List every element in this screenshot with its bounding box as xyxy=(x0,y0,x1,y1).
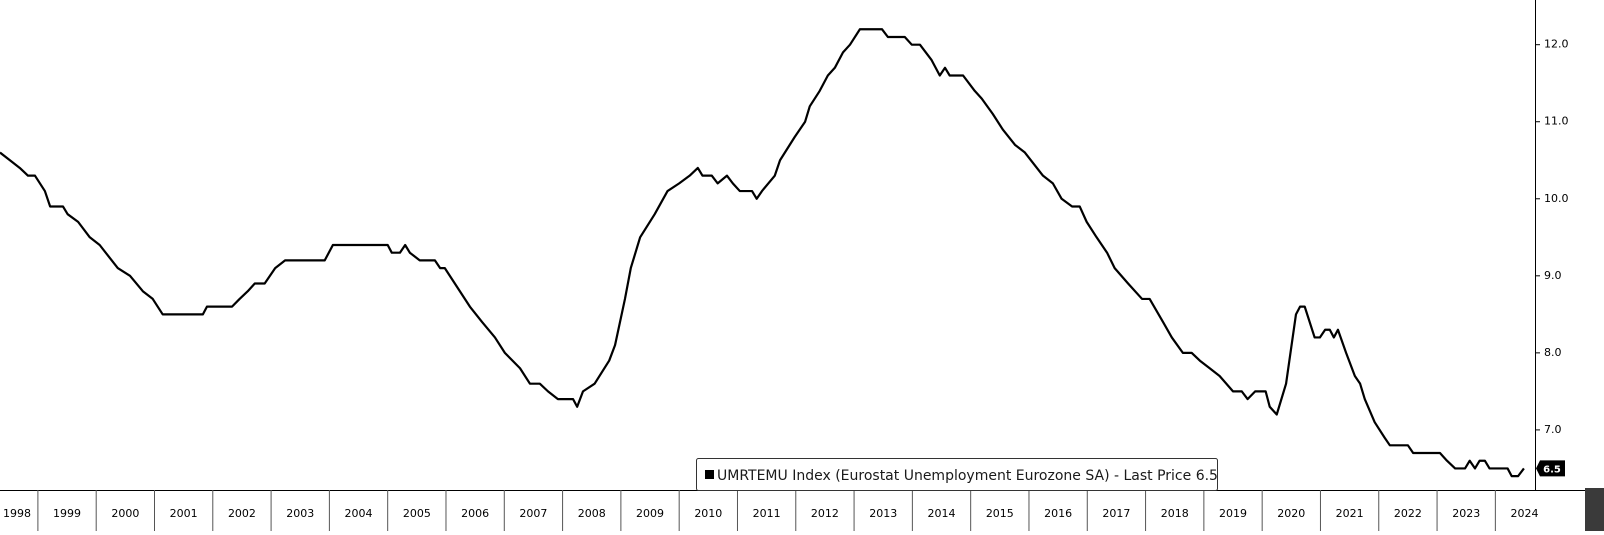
data-line xyxy=(0,28,1525,478)
y-tick-label: 12.0 xyxy=(1544,38,1569,51)
chart-button[interactable] xyxy=(1585,488,1604,531)
legend-box xyxy=(696,458,1218,491)
x-tick-label: 2006 xyxy=(461,507,489,520)
x-tick-label: 2017 xyxy=(1102,507,1130,520)
x-tick-label: 2021 xyxy=(1336,507,1364,520)
y-tick-label: 9.0 xyxy=(1544,269,1562,282)
legend: UMRTEMU Index (Eurostat Unemployment Eur… xyxy=(696,458,1218,491)
last-price-label: 6.5 xyxy=(1543,464,1561,475)
x-tick-label: 2007 xyxy=(519,507,547,520)
x-tick-label: 2013 xyxy=(869,507,897,520)
last-price-tag xyxy=(1536,460,1565,477)
x-tick-label: 2008 xyxy=(578,507,606,520)
x-tick-label: 1999 xyxy=(53,507,81,520)
x-tick-label: 2016 xyxy=(1044,507,1072,520)
x-tick-label: 2018 xyxy=(1161,507,1189,520)
x-tick-label: 2022 xyxy=(1394,507,1422,520)
x-tick-label: 1998 xyxy=(3,507,31,520)
y-tick-label: 11.0 xyxy=(1544,115,1569,128)
x-tick-label: 2002 xyxy=(228,507,256,520)
x-tick-label: 2009 xyxy=(636,507,664,520)
legend-swatch xyxy=(705,470,714,479)
legend-text: UMRTEMU Index (Eurostat Unemployment Eur… xyxy=(717,468,1218,484)
x-tick-label: 2015 xyxy=(986,507,1014,520)
y-tick-label: 8.0 xyxy=(1544,346,1562,359)
x-tick-label: 2011 xyxy=(753,507,781,520)
x-tick-label: 2004 xyxy=(345,507,373,520)
x-tick-label: 2024 xyxy=(1511,507,1539,520)
y-tick-label: 7.0 xyxy=(1544,423,1562,436)
x-tick-label: 2023 xyxy=(1452,507,1480,520)
y-tick-label: 10.0 xyxy=(1544,192,1569,205)
x-tick-label: 2010 xyxy=(694,507,722,520)
x-tick-label: 2005 xyxy=(403,507,431,520)
x-tick-label: 2014 xyxy=(928,507,956,520)
x-tick-label: 2003 xyxy=(286,507,314,520)
x-tick-label: 2000 xyxy=(111,507,139,520)
x-tick-label: 2001 xyxy=(170,507,198,520)
x-tick-label: 2019 xyxy=(1219,507,1247,520)
x-tick-label: 2012 xyxy=(811,507,839,520)
x-tick-label: 2020 xyxy=(1277,507,1305,520)
